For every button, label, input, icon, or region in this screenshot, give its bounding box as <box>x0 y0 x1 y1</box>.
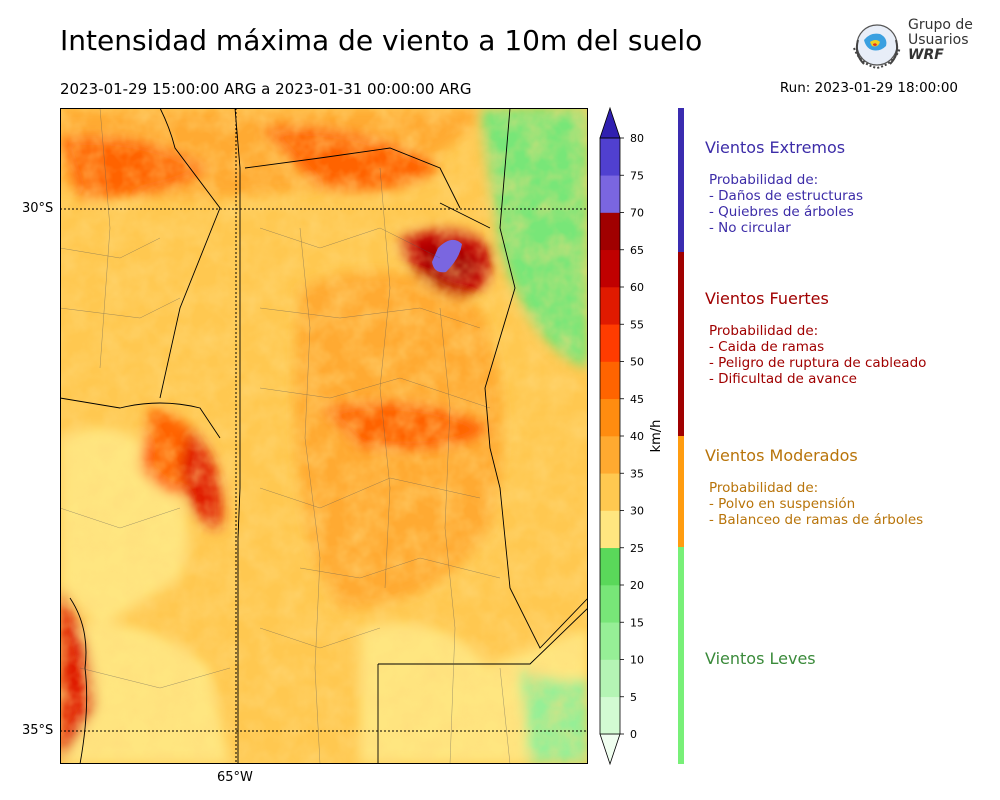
colorbar-tick-label: 20 <box>630 579 644 592</box>
logo-line-1: Grupo de <box>908 17 973 33</box>
colorbar-tick-label: 35 <box>630 467 644 480</box>
colorbar-segment <box>600 249 620 288</box>
colorbar-segment <box>600 659 620 698</box>
colorbar-segment <box>600 287 620 325</box>
colorbar-segment <box>600 585 620 623</box>
province-borders <box>60 108 588 764</box>
map-title: Intensidad máxima de viento a 10m del su… <box>60 24 703 57</box>
run-time: Run: 2023-01-29 18:00:00 <box>779 80 958 96</box>
category-desc-strong: Probabilidad de: - Caida de ramas - Peli… <box>709 323 927 387</box>
globe-icon <box>853 24 901 70</box>
colorbar-segment <box>600 547 620 586</box>
map-frame <box>60 108 588 764</box>
category-bar-strong <box>678 252 684 436</box>
colorbar-tick-label: 40 <box>630 430 644 443</box>
colorbar-segment <box>600 622 620 660</box>
colorbar-unit-label: km/h <box>649 420 664 453</box>
category-bar-extreme <box>678 108 684 252</box>
colorbar-tick-label: 15 <box>630 616 644 629</box>
category-bar-light <box>678 547 684 764</box>
category-desc-moderate: Probabilidad de: - Polvo en suspensión -… <box>709 480 924 528</box>
colorbar-segment <box>600 361 620 400</box>
colorbar-under-triangle <box>599 733 621 766</box>
wind-intensity-map <box>60 108 588 764</box>
colorbar-tick-label: 50 <box>630 356 644 369</box>
colorbar-tick-label: 30 <box>630 505 644 518</box>
colorbar-tick-label: 65 <box>630 244 644 257</box>
logo-line-3: WRF <box>908 47 944 63</box>
colorbar-segment <box>600 175 620 213</box>
colorbar-segment <box>600 212 620 251</box>
department-borders <box>60 108 511 764</box>
colorbar-tick-label: 10 <box>630 654 644 667</box>
category-title-strong: Vientos Fuertes <box>705 289 829 308</box>
colorbar: 0 5 10 15 20 25 30 35 40 45 50 55 60 65 70 75 80 km/h <box>599 106 664 766</box>
colorbar-tick-label: 0 <box>630 728 637 741</box>
graticule <box>60 108 588 764</box>
category-bar-moderate <box>678 436 684 547</box>
colorbar-tick-label: 55 <box>630 318 644 331</box>
colorbar-tick-label: 45 <box>630 393 644 406</box>
lon-label-65w: 65°W <box>217 770 253 785</box>
category-title-moderate: Vientos Moderados <box>705 446 858 465</box>
colorbar-over-triangle <box>599 106 621 139</box>
forecast-period: 2023-01-29 15:00:00 ARG a 2023-01-31 00:… <box>60 80 472 98</box>
colorbar-tick-label: 70 <box>630 207 644 220</box>
lat-label-35s: 35°S <box>22 723 54 738</box>
category-desc-extreme: Probabilidad de: - Daños de estructuras … <box>709 172 864 236</box>
colorbar-segment <box>600 398 620 437</box>
colorbar-segment <box>600 696 620 735</box>
wind-texture <box>60 108 588 764</box>
colorbar-segment <box>600 436 620 474</box>
colorbar-tick-label: 5 <box>630 691 637 704</box>
colorbar-tick-label: 80 <box>630 132 644 145</box>
colorbar-segment <box>600 138 620 176</box>
colorbar-segment <box>600 473 620 511</box>
logo-line-2: Usuarios <box>908 32 969 48</box>
colorbar-segment <box>600 324 620 362</box>
colorbar-tick-label: 25 <box>630 542 644 555</box>
lat-label-30s: 30°S <box>22 201 54 216</box>
colorbar-segment <box>600 510 620 549</box>
extreme-wind-patch <box>432 239 462 273</box>
category-title-extreme: Vientos Extremos <box>705 138 846 157</box>
colorbar-tick-label: 60 <box>630 281 644 294</box>
category-title-light: Vientos Leves <box>705 649 816 668</box>
colorbar-tick-label: 75 <box>630 169 644 182</box>
